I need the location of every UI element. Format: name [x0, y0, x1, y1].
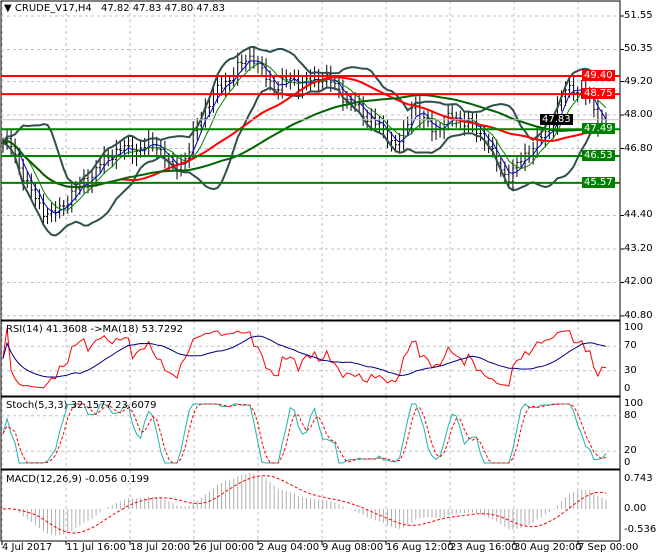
- macd-signal-line: [2, 475, 607, 534]
- price-tick-label: 50.35: [624, 43, 653, 55]
- macd-tick: 0.743: [624, 473, 653, 485]
- time-label: 16 Aug 12:00: [386, 542, 454, 553]
- rsi-ma-line: [2, 335, 607, 378]
- macd-tick: 0.00: [624, 503, 647, 514]
- ma-green: [2, 94, 607, 189]
- ma-mid: [2, 62, 607, 211]
- time-label: 2 Aug 04:00: [258, 542, 320, 553]
- rsi-line: [2, 327, 607, 389]
- stoch-main-line: [2, 403, 607, 464]
- level-price-label: 47.49: [582, 123, 615, 135]
- bollinger-lower: [2, 86, 607, 237]
- collapse-triangle-icon[interactable]: ▼: [4, 3, 12, 14]
- time-label: 26 Jul 00:00: [194, 542, 254, 553]
- rsi-label: RSI(14) 41.3608 ->MA(18) 53.7292: [6, 324, 183, 335]
- stoch-tick: 0: [624, 457, 631, 468]
- rsi-tick: 30: [624, 364, 637, 376]
- rsi-tick: 100: [624, 322, 644, 333]
- stoch-tick: 100: [624, 398, 644, 409]
- price-tick-label: 44.40: [624, 209, 653, 221]
- time-label: 4 Jul 2017: [2, 542, 53, 553]
- macd-tick: -0.536: [624, 524, 657, 536]
- level-price-label: 45.57: [582, 176, 615, 188]
- stoch-signal-line: [2, 403, 607, 464]
- pane-border: [0, 396, 621, 470]
- rsi-tick: 0: [624, 383, 631, 394]
- price-tick-label: 46.80: [624, 142, 653, 154]
- stoch-tick: 80: [624, 409, 637, 421]
- current-price-label: 47.83: [540, 113, 573, 125]
- level-price-label: 48.75: [582, 88, 615, 100]
- level-price-label: 49.40: [582, 69, 615, 81]
- rsi-tick: 70: [624, 340, 637, 352]
- symbol-label: CRUDE_V17,H4: [14, 3, 92, 14]
- time-label: 18 Jul 20:00: [130, 542, 190, 553]
- price-tick-label: 43.20: [624, 242, 653, 254]
- time-label: 7 Sep 00:00: [578, 542, 639, 553]
- ohlc-values: 47.82 47.83 47.80 47.83: [100, 3, 226, 14]
- stoch-label: Stoch(5,3,3) 32.1577 23.6079: [6, 400, 157, 411]
- price-tick-label: 42.00: [624, 276, 653, 288]
- stoch-tick: 20: [624, 445, 637, 457]
- ma-fast: [2, 60, 607, 215]
- price-tick-label: 51.55: [624, 10, 653, 21]
- pane-border: [0, 320, 621, 397]
- bollinger-upper: [2, 45, 607, 187]
- chart-header: ▼ CRUDE_V17,H4 47.82 47.83 47.80 47.83: [4, 3, 225, 14]
- time-label: 11 Jul 16:00: [66, 542, 126, 553]
- time-label: 30 Aug 20:00: [514, 542, 582, 553]
- price-tick-label: 40.80: [624, 309, 653, 321]
- pane-border: [0, 469, 621, 542]
- pane-border: [0, 0, 621, 321]
- time-label: 9 Aug 08:00: [322, 542, 384, 553]
- price-tick-label: 48.00: [624, 109, 653, 121]
- macd-label: MACD(12,26,9) -0.056 0.199: [6, 474, 150, 485]
- time-label: 23 Aug 16:00: [450, 542, 518, 553]
- price-tick-label: 49.20: [624, 75, 653, 87]
- level-price-label: 46.53: [582, 150, 615, 162]
